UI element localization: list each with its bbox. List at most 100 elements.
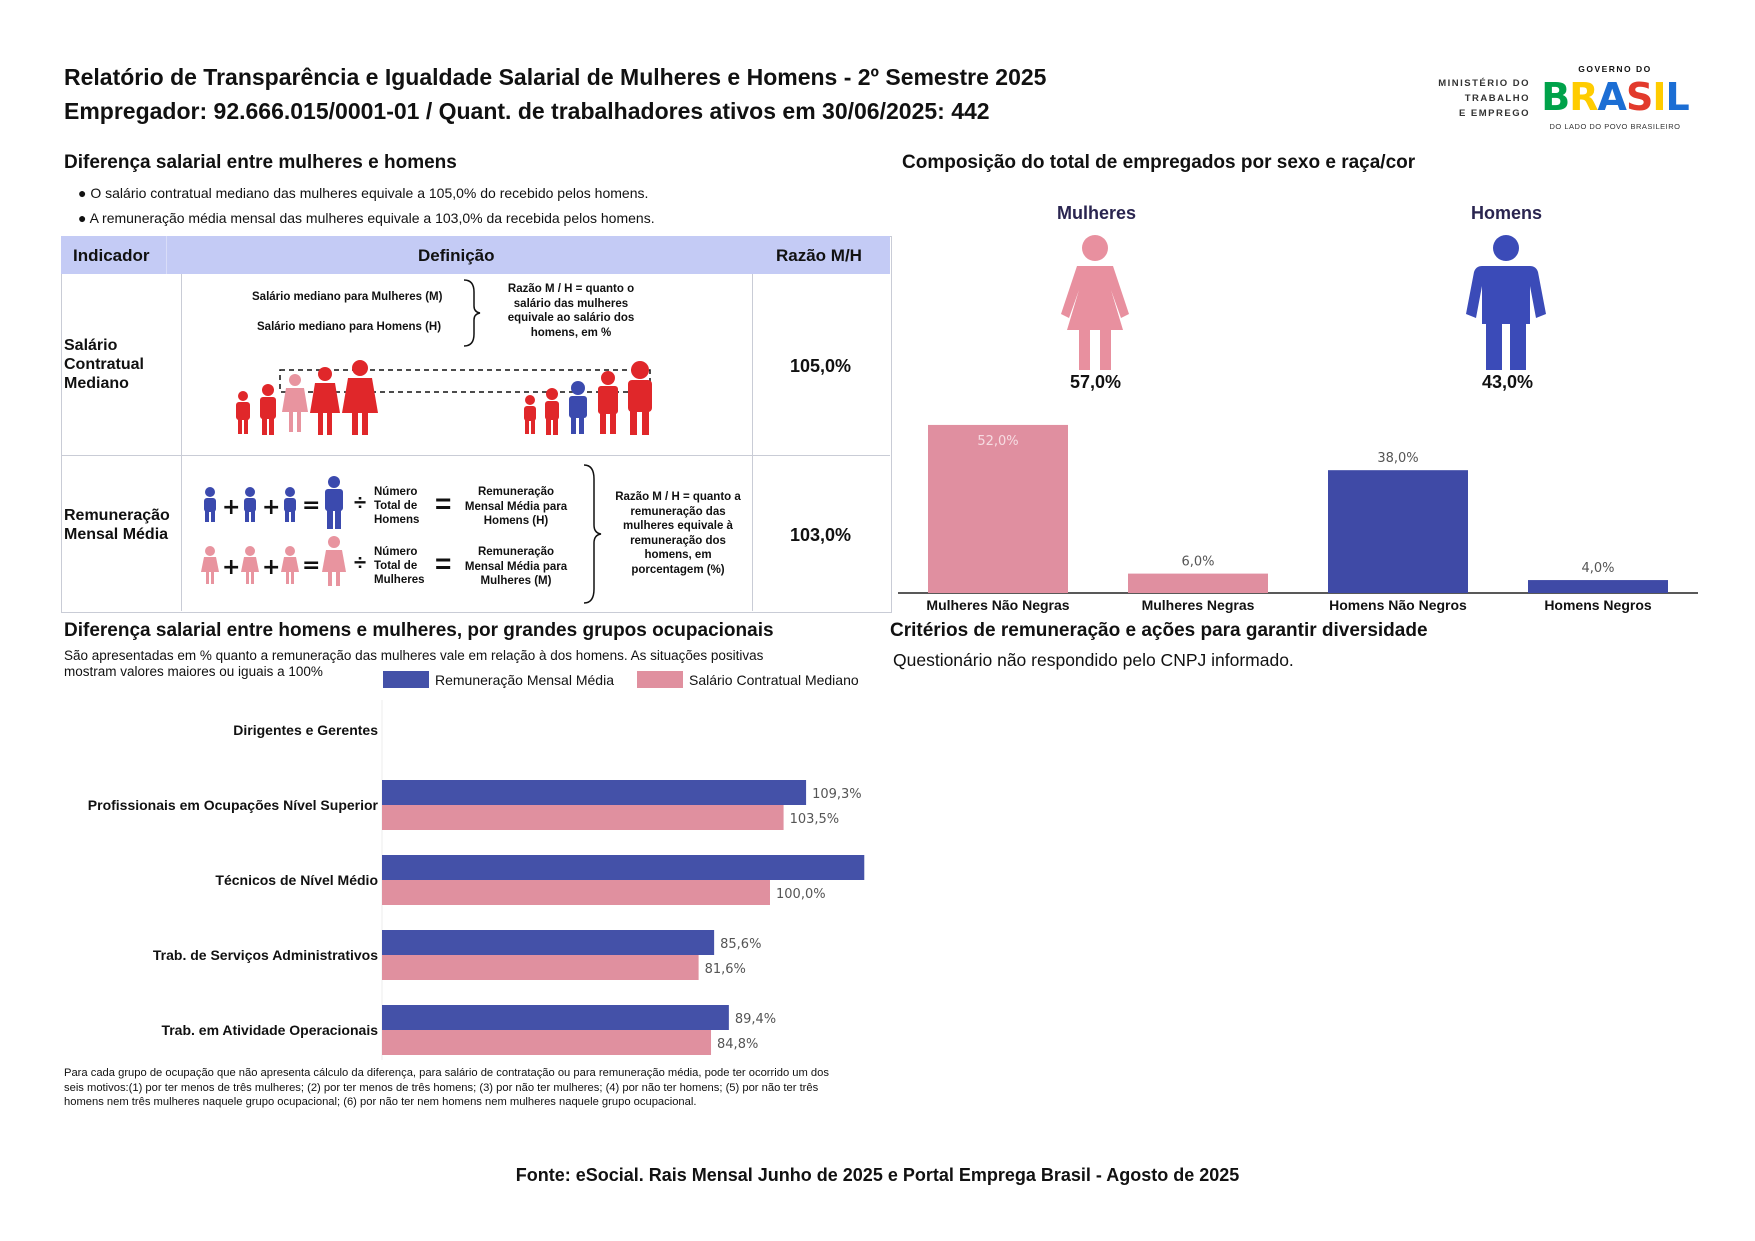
composition-value-label: 4,0% — [1581, 561, 1614, 576]
row2-indicator: Remuneração Mensal Média — [64, 507, 170, 543]
composition-value-label: 52,0% — [977, 434, 1018, 449]
ministry-line2: TRABALHO — [1464, 93, 1530, 104]
equals-icon-women: = — [435, 548, 452, 579]
occupational-value-label: 81,6% — [705, 962, 746, 977]
employer-line: Empregador: 92.666.015/0001-01 / Quant. … — [64, 98, 990, 124]
ministry-line3: E EMPREGO — [1458, 108, 1530, 119]
women-count-label: Número Total de Mulheres — [374, 546, 425, 586]
composition-title: Composição do total de empregados por se… — [902, 152, 1416, 173]
table-header — [61, 236, 890, 274]
occupational-bar — [382, 780, 807, 805]
equals-icon-men: = — [435, 488, 452, 519]
occupational-value-label: 103,5% — [790, 812, 840, 827]
average-people-illustration: + + = + + = — [201, 476, 346, 586]
woman-icon — [1061, 235, 1129, 370]
def-women-median: Salário mediano para Mulheres (M) — [252, 291, 443, 303]
occupational-bar — [382, 855, 865, 880]
svg-text:=: = — [302, 493, 320, 518]
occupational-category-label: Trab. de Serviços Administrativos — [153, 947, 378, 963]
ministry-line1: MINISTÉRIO DO — [1438, 78, 1530, 89]
men-label: Homens — [1471, 203, 1543, 223]
women-label: Mulheres — [1057, 203, 1137, 223]
legend-swatch-sal — [637, 671, 683, 688]
salary-diff-title: Diferença salarial entre mulheres e home… — [64, 152, 457, 173]
brace-icon — [463, 279, 481, 347]
def-ratio-remuneration: Razão M / H = quanto a remuneração das m… — [615, 491, 741, 576]
women-result-label: Remuneração Mensal Média para Mulheres (… — [464, 546, 568, 587]
criteria-title: Critérios de remuneração e ações para ga… — [890, 620, 1428, 641]
svg-text:+: + — [222, 555, 240, 580]
col-divider-2 — [752, 274, 753, 611]
occupational-title: Diferença salarial entre homens e mulher… — [64, 620, 774, 641]
bullet-2: ● A remuneração média mensal das mulhere… — [78, 210, 655, 226]
svg-text:+: + — [262, 495, 280, 520]
occupational-subtitle: São apresentadas em % quanto a remuneraç… — [64, 648, 763, 680]
occupational-category-label: Trab. em Atividade Operacionais — [161, 1022, 378, 1038]
occupational-value-label: 89,4% — [735, 1012, 776, 1027]
legend-swatch-rem — [383, 671, 429, 688]
composition-category-label: Homens Não Negros — [1329, 597, 1467, 613]
occupational-bar — [382, 805, 784, 830]
occupational-bar — [382, 1005, 729, 1030]
col-indicator-header: Indicador — [73, 246, 150, 265]
svg-text:+: + — [262, 555, 280, 580]
criteria-text: Questionário não respondido pelo CNPJ in… — [893, 650, 1294, 670]
def-men-median: Salário mediano para Homens (H) — [257, 321, 442, 333]
occupational-category-label: Dirigentes e Gerentes — [233, 722, 378, 738]
man-icon — [1466, 235, 1546, 370]
gov-tagline: DO LADO DO POVO BRASILEIRO — [1549, 122, 1681, 131]
occupational-category-label: Profissionais em Ocupações Nível Superio… — [88, 797, 379, 813]
occupational-bar — [382, 955, 699, 980]
occupational-value-label: 100,0% — [776, 887, 826, 902]
svg-text:+: + — [222, 495, 240, 520]
col-definition-header: Definição — [418, 246, 495, 265]
composition-bar — [1528, 580, 1668, 593]
composition-value-label: 6,0% — [1181, 555, 1214, 570]
col-divider-1 — [181, 274, 182, 611]
occupational-bar — [382, 930, 715, 955]
women-pct: 57,0% — [1070, 372, 1122, 392]
occupational-category-label: Técnicos de Nível Médio — [215, 872, 378, 888]
occupational-value-label: 85,6% — [720, 937, 761, 952]
col-ratio-header: Razão M/H — [776, 246, 862, 265]
bullet-1-text: O salário contratual mediano das mulhere… — [90, 185, 649, 201]
men-pct: 43,0% — [1482, 372, 1534, 392]
def-ratio-salary: Razão M / H = quanto o salário das mulhe… — [507, 283, 635, 339]
divide-icon-women: ÷ — [354, 550, 367, 575]
svg-text:=: = — [302, 553, 320, 578]
composition-bar — [928, 424, 1068, 593]
header-divider-1 — [166, 236, 167, 274]
composition-category-label: Homens Negros — [1544, 597, 1652, 613]
source-footer: Fonte: eSocial. Rais Mensal Junho de 202… — [515, 1165, 1240, 1185]
occupational-bar — [382, 880, 770, 905]
legend-rem-label: Remuneração Mensal Média — [435, 672, 614, 688]
row1-ratio: 105,0% — [790, 356, 852, 376]
legend-sal-label: Salário Contratual Mediano — [689, 672, 859, 688]
composition-category-label: Mulheres Não Negras — [926, 597, 1069, 613]
men-count-label: Número Total de Homens — [374, 486, 420, 526]
occupational-value-label: 84,8% — [717, 1037, 758, 1052]
occupational-note: Para cada grupo de ocupação que não apre… — [64, 1067, 829, 1108]
composition-value-label: 38,0% — [1377, 451, 1418, 466]
composition-category-label: Mulheres Negras — [1142, 597, 1255, 613]
brace-icon-2 — [583, 464, 602, 604]
composition-bar — [1328, 470, 1468, 593]
composition-bar — [1128, 573, 1268, 593]
occupational-subtitle-1: São apresentadas em % quanto a remuneraç… — [64, 648, 764, 663]
ministry-logo: MINISTÉRIO DO TRABALHO E EMPREGO — [1400, 76, 1530, 121]
row-divider — [61, 455, 890, 456]
bullet-2-text: A remuneração média mensal das mulheres … — [89, 210, 655, 226]
row2-ratio: 103,0% — [790, 525, 852, 545]
men-result-label: Remuneração Mensal Média para Homens (H) — [464, 486, 568, 527]
occupational-value-label: 109,3% — [812, 787, 862, 802]
occupational-subtitle-2: mostram valores maiores ou iguais a 100% — [64, 664, 323, 679]
gov-top-text: GOVERNO DO — [1578, 64, 1652, 74]
bullet-1: ● O salário contratual mediano das mulhe… — [78, 185, 649, 201]
occupational-bar — [382, 1030, 712, 1055]
composition-bar-chart: 52,0% Mulheres Não Negras 6,0% Mulheres Neg… — [898, 424, 1698, 613]
median-people-illustration — [236, 360, 652, 435]
row1-indicator: Salário Contratual Mediano — [64, 337, 144, 392]
divide-icon-men: ÷ — [354, 490, 367, 515]
